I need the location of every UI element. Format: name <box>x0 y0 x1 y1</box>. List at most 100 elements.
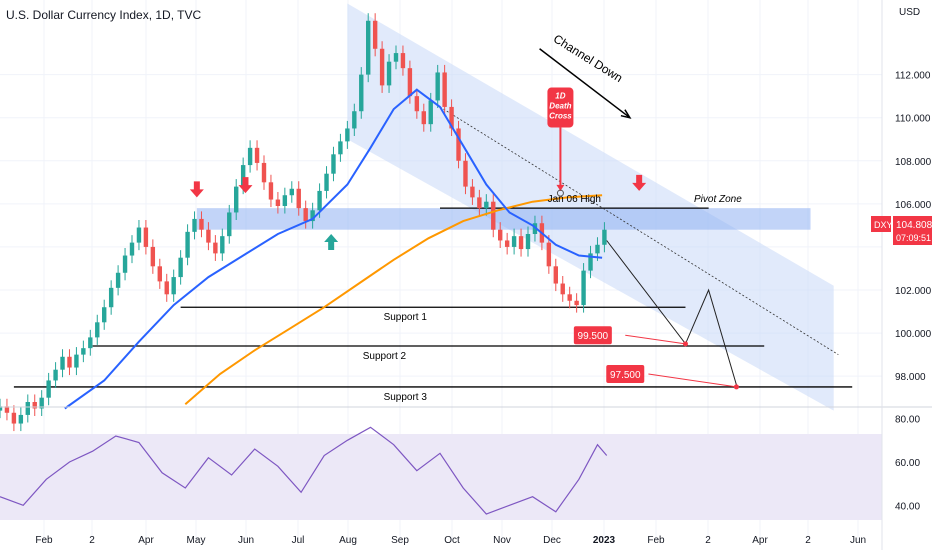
candle-body <box>164 281 169 295</box>
candle-body <box>11 412 17 424</box>
price-tick-label: 98.000 <box>895 372 926 383</box>
time-tick-label: 2023 <box>593 535 616 546</box>
jan-high-label: Jan 06 High <box>548 194 601 205</box>
death-cross-label: Death <box>549 102 571 111</box>
candle-body <box>317 190 322 211</box>
time-tick-label: Apr <box>138 535 154 546</box>
candle-body <box>25 402 30 415</box>
candle-body <box>518 236 524 250</box>
candle-body <box>407 68 413 97</box>
price-tick-label: 108.000 <box>895 157 932 168</box>
rsi-band <box>0 434 882 520</box>
candle-body <box>4 406 10 413</box>
candle-body <box>268 182 274 200</box>
support-1-label: Support 1 <box>384 312 428 323</box>
rsi-line <box>0 426 608 515</box>
price-tick-label: 110.000 <box>895 114 931 125</box>
death-cross-circle <box>556 189 564 197</box>
candle-body <box>129 242 135 256</box>
time-tick-label: Nov <box>493 535 511 546</box>
candle-body <box>386 61 392 86</box>
candle-body <box>192 218 197 232</box>
death-cross-box <box>547 87 574 128</box>
chart-title: U.S. Dollar Currency Index, 1D, TVC <box>6 8 202 22</box>
candle-body <box>18 414 24 424</box>
candle-body <box>0 406 3 411</box>
time-tick-label: Jun <box>850 535 866 546</box>
candle-body <box>435 72 440 101</box>
time-tick-label: 2 <box>805 535 811 546</box>
time-tick-label: Oct <box>444 535 460 546</box>
death-cross-tip <box>556 184 565 191</box>
candle-body <box>372 20 378 49</box>
candle-body <box>296 188 301 209</box>
candle-body <box>185 231 190 258</box>
time-tick-label: Jun <box>238 535 254 546</box>
candle-body <box>88 337 93 349</box>
channel-label: Channel Down <box>551 32 625 86</box>
candle-body <box>574 300 579 306</box>
candle-body <box>275 199 281 206</box>
projection-line <box>606 240 737 385</box>
time-tick-label: May <box>187 535 206 546</box>
time-tick-label: Sep <box>391 535 409 546</box>
rsi-tick-label: 80.00 <box>895 415 920 426</box>
candle-body <box>143 227 149 247</box>
candle-body <box>456 128 461 161</box>
candle-body <box>511 236 517 247</box>
death-cross-label: Cross <box>549 112 572 121</box>
candle-body <box>150 246 156 267</box>
candle-body <box>261 162 267 183</box>
ma200-line <box>184 194 603 405</box>
price-tick-label: 102.000 <box>895 286 932 297</box>
candle-body <box>525 234 531 250</box>
arrow-markers <box>189 87 647 250</box>
ma50-line <box>64 88 603 410</box>
candle-body <box>157 266 162 282</box>
projection-path <box>539 48 739 390</box>
candle-body <box>463 160 468 187</box>
candle-body <box>491 201 496 230</box>
price-axis: 112.000 110.000 108.000 106.000 102.000 100.0… <box>895 71 932 384</box>
candle-body <box>213 242 218 254</box>
candle-body <box>81 348 86 355</box>
time-axis: Feb 2 Apr May Jun Jul Aug Sep Oct Nov Dec 2023 Feb 2 A… <box>35 535 866 546</box>
candle-body <box>449 106 454 129</box>
candle-body <box>477 197 482 209</box>
candle-body <box>470 186 475 198</box>
candle-body <box>359 74 364 112</box>
candle-body <box>122 255 128 273</box>
target-2-label: 97.500 <box>610 370 641 381</box>
target-2-dot <box>733 384 739 390</box>
time-tick-label: Dec <box>543 535 561 546</box>
pivot-zone <box>196 208 811 230</box>
candle-body <box>602 229 607 245</box>
candle-body <box>588 253 593 271</box>
candle-body <box>247 147 253 166</box>
currency-label: USD <box>899 7 920 18</box>
target-1-label-box <box>573 326 612 345</box>
candle-body <box>553 266 558 284</box>
rsi-tick-label: 60.00 <box>895 458 920 469</box>
time-tick-label: 2 <box>705 535 711 546</box>
candle-body <box>546 242 552 267</box>
candle-body <box>108 287 114 308</box>
candle-body <box>442 72 447 107</box>
bar-countdown: 07:09:51 <box>896 233 931 243</box>
candle-body <box>421 111 426 125</box>
time-tick-label: 2 <box>89 535 95 546</box>
pivot-zone-label: Pivot Zone <box>694 194 742 205</box>
symbol-label: DXY <box>874 220 893 230</box>
support-lines <box>13 106 853 388</box>
price-tick-label: 112.000 <box>895 71 931 82</box>
candle-body <box>46 380 51 398</box>
support-2-label: Support 2 <box>363 351 407 362</box>
candle-body <box>289 188 294 196</box>
price-tick-label: 106.000 <box>895 200 932 211</box>
candle-body <box>39 397 44 409</box>
candle-body <box>95 322 100 338</box>
candle-body <box>254 147 260 163</box>
target-1-label: 99.500 <box>578 331 609 342</box>
candle-body <box>345 128 350 142</box>
